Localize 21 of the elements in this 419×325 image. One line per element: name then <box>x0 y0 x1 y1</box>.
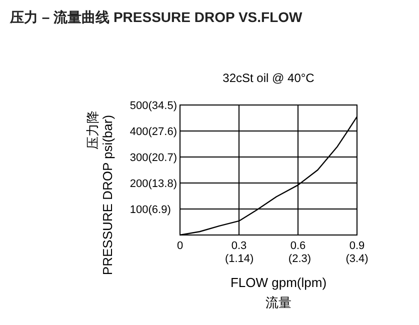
y-tick-label: 200 <box>130 178 148 190</box>
y-tick-label: 400 <box>130 126 148 138</box>
chart-subtitle: 32cSt oil @ 40°C <box>222 71 315 85</box>
x2-tick-label: (3.4) <box>346 253 368 265</box>
y2-tick-label: (20.7) <box>148 152 177 164</box>
y-tick-label: 300 <box>130 152 148 164</box>
x2-tick-label: (1.14) <box>224 253 254 265</box>
x-tick-label: 0.6 <box>290 240 306 252</box>
x-tick-label: 0.3 <box>231 240 247 252</box>
y-axis-title: 压力降 PRESSURE DROP psi(bar) <box>85 110 115 276</box>
y2-tick-label: (6.9) <box>148 204 171 216</box>
y2-tick-label: (27.6) <box>148 126 177 138</box>
y-tick-label: 100 <box>130 204 148 216</box>
x-tick-label: 0.9 <box>349 240 365 252</box>
x2-tick-label: (2.3) <box>288 253 312 265</box>
x-axis-title: FLOW gpm(lpm) 流量 <box>230 275 327 310</box>
x-tick-label: 0 <box>176 240 184 252</box>
chart-title: 压力 – 流量曲线 PRESSURE DROP VS.FLOW <box>9 9 304 25</box>
y2-tick-label: (13.8) <box>148 178 177 190</box>
y2-tick-label: (34.5) <box>148 100 177 112</box>
y-tick-label: 500 <box>130 100 148 112</box>
